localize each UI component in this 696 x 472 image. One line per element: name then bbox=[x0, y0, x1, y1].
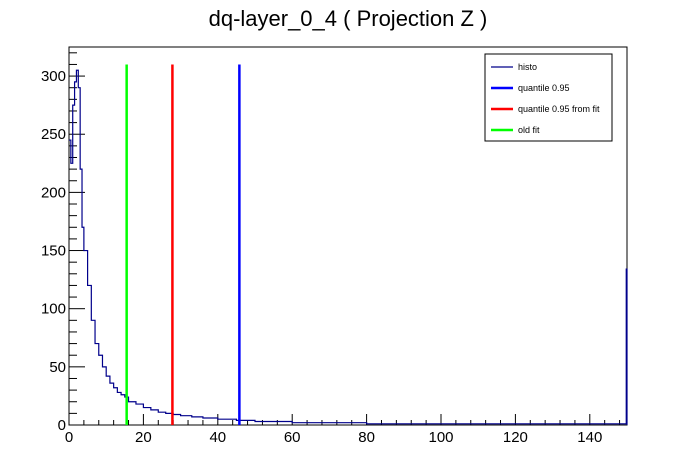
x-tick-label: 40 bbox=[209, 429, 226, 446]
legend-box bbox=[484, 53, 613, 142]
y-tick-label: 300 bbox=[41, 68, 66, 85]
chart-title: dq-layer_0_4 ( Projection Z ) bbox=[209, 6, 488, 31]
y-tick-label: 0 bbox=[58, 417, 66, 434]
x-tick-label: 20 bbox=[135, 429, 152, 446]
legend: histo quantile 0.95 quantile 0.95 from fit… bbox=[484, 53, 613, 142]
legend-label: quantile 0.95 bbox=[518, 83, 570, 93]
y-tick-label: 100 bbox=[41, 301, 66, 318]
legend-label: histo bbox=[518, 62, 537, 72]
x-tick-label: 60 bbox=[284, 429, 301, 446]
axes: 0 20 40 60 80 100 120 140 0 50 100 150 200 250 300 bbox=[41, 52, 621, 446]
x-tick-label: 120 bbox=[503, 429, 528, 446]
x-tick-label: 0 bbox=[65, 429, 73, 446]
legend-label: quantile 0.95 from fit bbox=[518, 104, 600, 114]
histo-series bbox=[69, 69, 628, 425]
legend-label: old fit bbox=[518, 125, 540, 135]
y-tick-label: 150 bbox=[41, 243, 66, 260]
y-tick-label: 200 bbox=[41, 184, 66, 201]
x-tick-label: 100 bbox=[428, 429, 453, 446]
x-tick-label: 140 bbox=[577, 429, 602, 446]
y-tick-label: 250 bbox=[41, 126, 66, 143]
y-tick-label: 50 bbox=[49, 359, 66, 376]
x-tick-label: 80 bbox=[358, 429, 375, 446]
series-layer bbox=[69, 64, 628, 425]
plot-frame bbox=[68, 46, 628, 426]
